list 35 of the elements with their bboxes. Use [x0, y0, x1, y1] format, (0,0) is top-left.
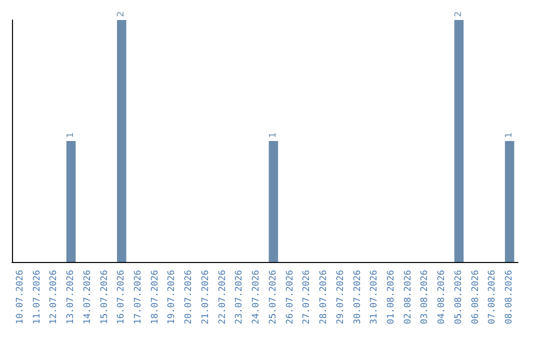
- data-label: 1: [504, 132, 515, 138]
- x-tick-label: 19.07.2026: [167, 270, 178, 324]
- x-tick-label: 23.07.2026: [234, 270, 245, 324]
- x-tick-label: 30.07.2026: [352, 270, 363, 324]
- x-tick-label: 22.07.2026: [218, 270, 228, 324]
- x-tick-label: 21.07.2026: [200, 270, 211, 324]
- x-tick-label: 11.07.2026: [32, 270, 42, 324]
- x-tick-label: 28.07.2026: [319, 270, 330, 324]
- x-tick-label: 17.07.2026: [134, 270, 144, 324]
- x-tick-label: 04.08.2026: [437, 270, 448, 324]
- x-tick-label: 16.07.2026: [116, 270, 127, 324]
- x-tick-label: 29.07.2026: [336, 270, 346, 324]
- x-tick-label: 12.07.2026: [49, 270, 60, 324]
- x-tick-label: 31.07.2026: [370, 270, 380, 324]
- x-tick-label: 27.07.2026: [302, 270, 312, 324]
- data-label: 1: [66, 132, 76, 138]
- x-tick-label: 10.07.2026: [15, 270, 26, 324]
- x-tick-label: 20.07.2026: [184, 270, 194, 324]
- data-label: 2: [454, 11, 464, 17]
- x-tick-label: 03.08.2026: [420, 270, 430, 324]
- x-tick-label: 24.07.2026: [252, 270, 262, 324]
- x-tick-label: 01.08.2026: [386, 270, 396, 324]
- x-tick-label: 14.07.2026: [82, 270, 93, 324]
- data-label: 2: [116, 11, 127, 17]
- x-tick-label: 25.07.2026: [268, 270, 278, 324]
- x-tick-label: 02.08.2026: [403, 270, 414, 324]
- x-tick-label: 07.08.2026: [488, 270, 498, 324]
- x-tick-label: 06.08.2026: [470, 270, 481, 324]
- x-tick-label: 05.08.2026: [454, 270, 464, 324]
- x-tick-label: 08.08.2026: [504, 270, 515, 324]
- x-tick-label: 18.07.2026: [150, 270, 160, 324]
- x-tick-label: 15.07.2026: [100, 270, 110, 324]
- x-tick-label: 26.07.2026: [285, 270, 296, 324]
- data-label: 1: [268, 132, 278, 138]
- x-tick-label: 13.07.2026: [66, 270, 76, 324]
